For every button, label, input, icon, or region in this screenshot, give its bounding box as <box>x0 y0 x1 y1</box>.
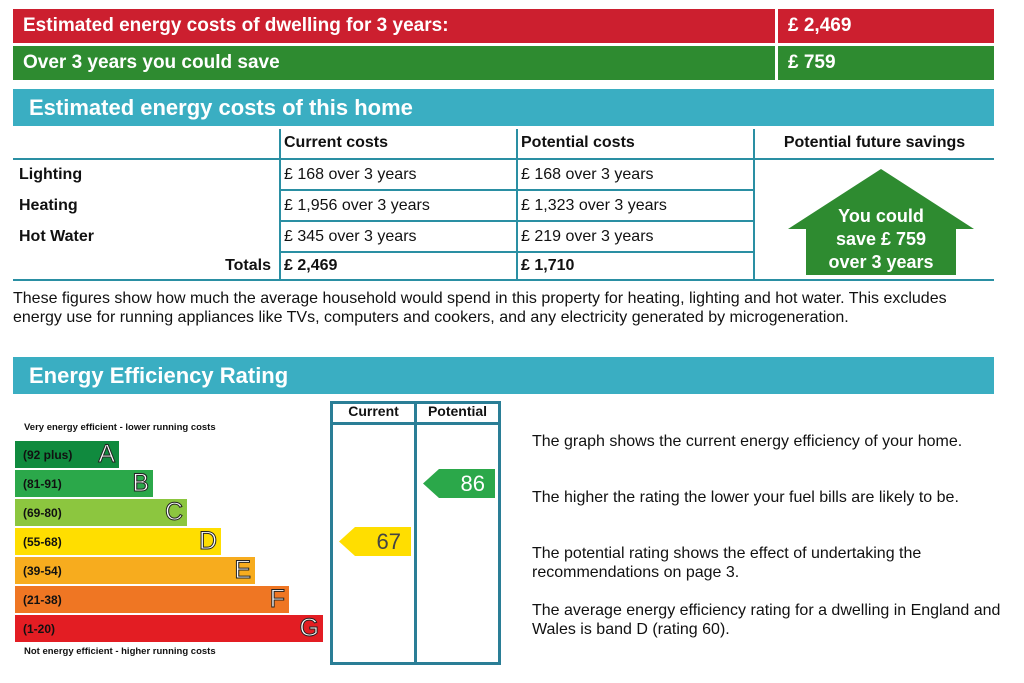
band-f: (21-38) F <box>15 585 289 614</box>
band-range: (39-54) <box>23 563 62 578</box>
band-letter: D <box>198 527 217 556</box>
savings-callout-line2: save £ 759 <box>835 229 927 249</box>
lighting-current-cost: £ 168 over 3 years <box>284 165 417 183</box>
band-c: (69-80) C <box>15 498 187 527</box>
band-range: (1-20) <box>23 621 56 636</box>
costs-note: These figures show how much the average … <box>13 290 947 326</box>
band-range: (69-80) <box>23 505 62 520</box>
band-g: (1-20) G <box>15 614 323 643</box>
current-rating-arrow: 67 <box>339 527 411 556</box>
totals-potential-cost: £ 1,710 <box>521 257 575 274</box>
divider <box>279 251 755 253</box>
band-letter: B <box>132 469 150 498</box>
totals-current-cost: £ 2,469 <box>284 257 338 274</box>
row-label-heating: Heating <box>19 196 78 214</box>
divider <box>13 279 994 281</box>
band-a: (92 plus) A <box>15 440 119 469</box>
band-d: (55-68) D <box>15 527 221 556</box>
band-e: (39-54) E <box>15 556 255 585</box>
savings-value: £ 759 <box>778 46 994 80</box>
lighting-potential-cost: £ 168 over 3 years <box>521 165 654 183</box>
band-range: (92 plus) <box>23 447 73 462</box>
divider <box>279 220 755 222</box>
rating-paragraph: The average energy efficiency rating for… <box>532 602 1001 638</box>
estimated-cost-bar: Estimated energy costs of dwelling for 3… <box>13 9 994 43</box>
current-column-header: Current <box>348 403 399 419</box>
band-range: (55-68) <box>23 534 62 549</box>
band-letter: C <box>164 498 183 527</box>
rating-section-heading: Energy Efficiency Rating <box>13 357 994 394</box>
hot-water-current-cost: £ 345 over 3 years <box>284 227 417 245</box>
divider <box>13 158 755 160</box>
hot-water-potential-cost: £ 219 over 3 years <box>521 227 654 245</box>
band-range: (21-38) <box>23 592 62 607</box>
potential-column <box>414 401 501 665</box>
band-letter: A <box>98 440 116 469</box>
row-label-hot-water: Hot Water <box>19 227 94 245</box>
potential-savings-header: Potential future savings <box>783 133 966 151</box>
band-letter: G <box>299 614 319 643</box>
estimated-cost-value: £ 2,469 <box>778 9 994 43</box>
house-icon <box>788 169 974 275</box>
savings-label: Over 3 years you could save <box>13 46 775 80</box>
band-letter: F <box>269 585 285 614</box>
band-letter: E <box>234 556 252 585</box>
divider <box>516 129 518 281</box>
current-rating-arrow-value: 67 <box>376 528 401 554</box>
band-b: (81-91) B <box>15 469 153 498</box>
divider <box>279 129 281 281</box>
divider <box>753 129 755 281</box>
top-efficiency-label: Very energy efficient - lower running co… <box>24 422 216 433</box>
heating-current-cost: £ 1,956 over 3 years <box>284 196 430 214</box>
divider <box>754 158 994 160</box>
divider <box>333 422 498 425</box>
rating-paragraph: The potential rating shows the effect of… <box>532 545 922 581</box>
rating-paragraph: The graph shows the current energy effic… <box>532 433 963 450</box>
band-range: (81-91) <box>23 476 62 491</box>
row-label-lighting: Lighting <box>19 165 83 183</box>
savings-house: You could save £ 759 over 3 years <box>768 167 994 279</box>
divider <box>279 189 755 191</box>
costs-table: Current costs Potential costs Potential … <box>13 127 994 281</box>
savings-callout: You could save £ 759 over 3 years <box>810 205 952 274</box>
potential-rating-arrow-value: 86 <box>460 470 485 496</box>
savings-callout-line3: over 3 years <box>828 252 934 272</box>
estimated-cost-label: Estimated energy costs of dwelling for 3… <box>13 9 775 43</box>
savings-bar: Over 3 years you could save £ 759 <box>13 46 994 80</box>
potential-column-header: Potential <box>427 403 488 419</box>
potential-costs-header: Potential costs <box>521 133 635 151</box>
bottom-efficiency-label: Not energy efficient - higher running co… <box>24 646 216 657</box>
rating-paragraph: The higher the rating the lower your fue… <box>532 489 959 506</box>
current-costs-header: Current costs <box>284 133 389 151</box>
costs-section-heading: Estimated energy costs of this home <box>13 89 994 126</box>
heating-potential-cost: £ 1,323 over 3 years <box>521 196 667 214</box>
totals-label: Totals <box>225 257 271 274</box>
savings-callout-line1: You could <box>838 206 924 226</box>
potential-rating-arrow: 86 <box>423 469 495 498</box>
